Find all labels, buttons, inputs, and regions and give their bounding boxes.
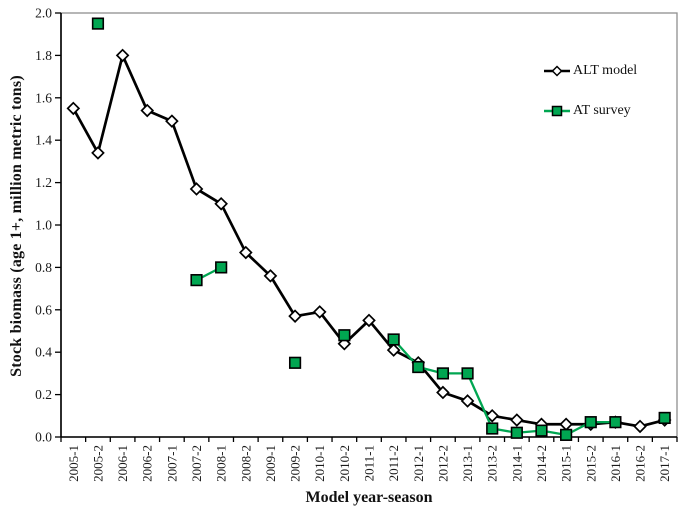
alt-model-point <box>238 245 253 260</box>
at-survey-legend-marker-icon <box>544 105 570 117</box>
x-tick-label: 2014-2 <box>534 445 549 482</box>
alt-model-point <box>312 305 327 319</box>
x-tick-label: 2016-1 <box>608 445 623 482</box>
x-tick-label: 2007-1 <box>164 445 179 482</box>
at-survey-point <box>412 360 425 374</box>
y-tick-label: 1.8 <box>35 48 52 63</box>
alt-model-point <box>633 419 647 434</box>
x-tick-label: 2017-1 <box>657 445 672 482</box>
at-survey-point <box>338 329 351 342</box>
at-survey-point <box>510 426 523 439</box>
alt-model-point <box>140 103 155 118</box>
at-survey-point <box>436 367 450 380</box>
legend-label-at-survey: AT survey <box>573 103 631 118</box>
at-survey-point <box>190 274 203 287</box>
x-tick-label: 2012-2 <box>435 445 450 482</box>
alt-model-point <box>189 182 204 196</box>
alt-model-point <box>214 196 228 211</box>
alt-model-point <box>436 385 450 400</box>
legend-item-alt-model: ALT model <box>543 63 637 79</box>
alt-model-point <box>510 413 524 427</box>
at-survey-point <box>461 367 474 380</box>
at-survey-point <box>584 416 597 429</box>
legend-item-at-survey: AT survey <box>543 103 637 119</box>
alt-model-point <box>386 343 401 357</box>
x-tick-label: 2013-1 <box>460 445 475 482</box>
y-tick-label: 0.0 <box>35 430 52 445</box>
x-tick-label: 2008-1 <box>214 445 229 482</box>
alt-model-point <box>263 269 278 283</box>
x-tick-label: 2010-1 <box>312 445 327 482</box>
at-survey-point <box>560 428 573 441</box>
y-tick-label: 0.2 <box>35 387 52 402</box>
alt-model-point <box>91 146 105 160</box>
alt-model-point <box>362 313 376 328</box>
at-survey-point <box>658 411 671 425</box>
alt-model-point <box>460 394 475 408</box>
alt-model-point <box>115 48 130 63</box>
x-tick-label: 2013-2 <box>485 445 500 482</box>
y-tick-label: 1.6 <box>35 90 52 105</box>
alt-model-point <box>288 309 302 323</box>
y-tick-label: 1.0 <box>35 218 52 233</box>
x-tick-label: 2015-1 <box>559 445 574 482</box>
alt-model-point <box>559 417 573 432</box>
y-tick-label: 0.6 <box>35 302 52 317</box>
x-tick-label: 2008-2 <box>238 445 253 482</box>
x-tick-label: 2005-1 <box>66 445 81 482</box>
x-tick-label: 2014-1 <box>509 445 524 482</box>
x-tick-label: 2010-2 <box>337 445 352 482</box>
legend-label-alt-model: ALT model <box>573 63 638 78</box>
y-tick-label: 2.0 <box>35 6 52 21</box>
x-tick-label: 2015-2 <box>583 445 598 482</box>
y-tick-label: 1.4 <box>35 133 52 148</box>
at-survey-point <box>387 333 400 346</box>
x-tick-label: 2007-2 <box>189 445 204 482</box>
legend: ALT model AT survey <box>543 63 637 143</box>
x-tick-label: 2016-2 <box>633 445 648 482</box>
x-tick-label: 2011-2 <box>386 445 401 481</box>
alt-model-legend-marker-icon <box>544 65 570 77</box>
x-tick-label: 2009-1 <box>263 445 278 482</box>
at-survey-segment <box>466 372 494 429</box>
x-tick-label: 2006-2 <box>140 445 155 482</box>
y-tick-label: 1.2 <box>35 175 52 190</box>
alt-model-point <box>485 408 500 423</box>
x-tick-label: 2006-1 <box>115 445 130 482</box>
y-tick-label: 0.8 <box>35 260 52 275</box>
y-tick-label: 0.4 <box>35 345 52 360</box>
alt-model-point <box>66 101 81 116</box>
x-axis-title: Model year-season <box>305 489 433 506</box>
x-tick-label: 2011-1 <box>362 445 377 481</box>
x-tick-label: 2009-2 <box>288 445 303 482</box>
at-survey-point <box>288 356 302 369</box>
at-survey-point <box>609 416 622 429</box>
alt-model-point <box>165 114 179 128</box>
at-survey-point <box>215 261 228 274</box>
x-tick-label: 2005-2 <box>90 445 105 482</box>
at-survey-point <box>535 424 548 437</box>
x-tick-label: 2012-1 <box>411 445 426 482</box>
at-survey-point <box>486 422 499 435</box>
at-survey-point <box>91 17 105 30</box>
